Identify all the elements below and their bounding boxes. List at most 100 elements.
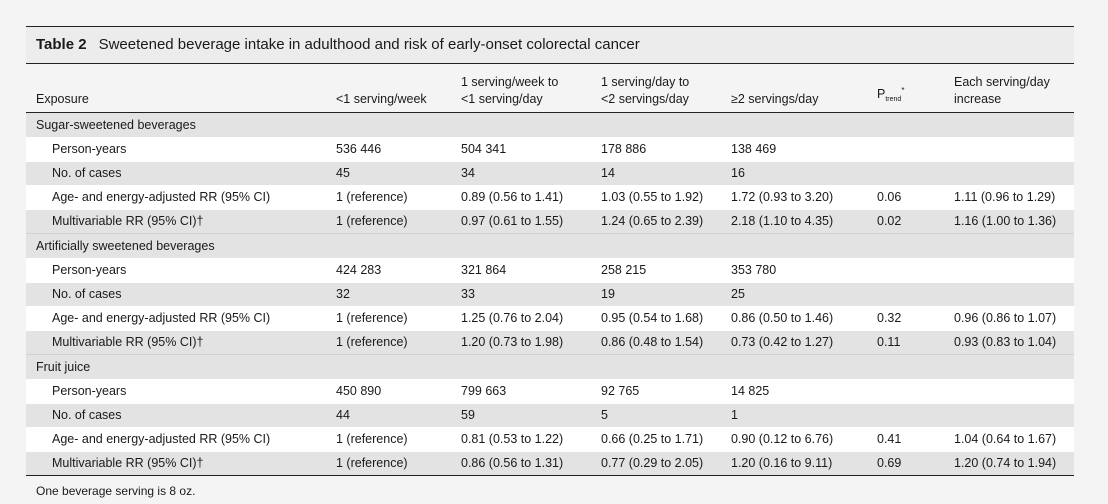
table-cell: 0.97 (0.61 to 1.55)	[461, 209, 601, 234]
table-cell: 33	[461, 282, 601, 307]
table-cell	[954, 282, 1074, 307]
table-cell	[954, 258, 1074, 283]
table-cell	[954, 137, 1074, 162]
table-cell: 1	[731, 403, 877, 428]
row-label: Person-years	[26, 258, 336, 283]
table-cell: 450 890	[336, 379, 461, 404]
table-cell	[954, 403, 1074, 428]
table-caption: Table 2 Sweetened beverage intake in adul…	[26, 26, 1074, 64]
table-cell: 0.41	[877, 427, 954, 452]
table-row: Age- and energy-adjusted RR (95% CI) 1 (r…	[26, 185, 1074, 210]
table-cell: 799 663	[461, 379, 601, 404]
table-cell: 14	[601, 161, 731, 186]
table-cell: 44	[336, 403, 461, 428]
table-cell: 536 446	[336, 137, 461, 162]
table-cell: 32	[336, 282, 461, 307]
table-cell	[954, 161, 1074, 186]
header-week-to-day: 1 serving/week to <1 serving/day	[461, 64, 601, 113]
row-label: No. of cases	[26, 403, 336, 428]
table-cell: 59	[461, 403, 601, 428]
row-label: Multivariable RR (95% CI)†	[26, 330, 336, 355]
group-header-row: Fruit juice	[26, 354, 1074, 380]
row-label: No. of cases	[26, 161, 336, 186]
table-cell	[877, 258, 954, 283]
table-cell: 0.73 (0.42 to 1.27)	[731, 330, 877, 355]
group-label: Artificially sweetened beverages	[26, 233, 1074, 259]
table-cell: 1 (reference)	[336, 330, 461, 355]
table-cell: 1.03 (0.55 to 1.92)	[601, 185, 731, 210]
table-cell: 178 886	[601, 137, 731, 162]
table-cell: 1 (reference)	[336, 427, 461, 452]
table-cell: 0.81 (0.53 to 1.22)	[461, 427, 601, 452]
table-cell	[877, 379, 954, 404]
row-label: Age- and energy-adjusted RR (95% CI)	[26, 306, 336, 331]
table-cell: 0.90 (0.12 to 6.76)	[731, 427, 877, 452]
table-cell: 1.16 (1.00 to 1.36)	[954, 209, 1074, 234]
table-cell: 424 283	[336, 258, 461, 283]
table-cell: 353 780	[731, 258, 877, 283]
row-label: No. of cases	[26, 282, 336, 307]
table-cell: 1 (reference)	[336, 209, 461, 234]
row-label: Person-years	[26, 379, 336, 404]
table-cell: 1.72 (0.93 to 3.20)	[731, 185, 877, 210]
header-each-serving: Each serving/day increase	[954, 64, 1074, 113]
table-cell: 0.86 (0.48 to 1.54)	[601, 330, 731, 355]
group-label: Fruit juice	[26, 354, 1074, 380]
table-cell: 504 341	[461, 137, 601, 162]
table-cell	[877, 282, 954, 307]
table-cell: 0.06	[877, 185, 954, 210]
table-cell: 1.11 (0.96 to 1.29)	[954, 185, 1074, 210]
table-cell: 0.77 (0.29 to 2.05)	[601, 451, 731, 476]
table-row: Multivariable RR (95% CI)† 1 (reference) 1…	[26, 330, 1074, 355]
table-row: Age- and energy-adjusted RR (95% CI) 1 (r…	[26, 306, 1074, 331]
table-cell: 45	[336, 161, 461, 186]
row-label: Age- and energy-adjusted RR (95% CI)	[26, 185, 336, 210]
header-row: Exposure <1 serving/week 1 serving/week …	[26, 64, 1074, 113]
table-row: Age- and energy-adjusted RR (95% CI) 1 (r…	[26, 427, 1074, 452]
row-label: Multivariable RR (95% CI)†	[26, 451, 336, 476]
table-row: No. of cases 45 34 14 16	[26, 161, 1074, 186]
table-cell: 1 (reference)	[336, 451, 461, 476]
table-container: Table 2 Sweetened beverage intake in adul…	[26, 26, 1074, 498]
table-cell: 1.20 (0.73 to 1.98)	[461, 330, 601, 355]
table-cell: 1.20 (0.74 to 1.94)	[954, 451, 1074, 476]
row-label: Multivariable RR (95% CI)†	[26, 209, 336, 234]
table-number: Table 2	[36, 36, 87, 53]
results-table: Exposure <1 serving/week 1 serving/week …	[26, 64, 1074, 476]
table-cell	[877, 403, 954, 428]
table-cell: 1.25 (0.76 to 2.04)	[461, 306, 601, 331]
table-cell: 1 (reference)	[336, 185, 461, 210]
row-label: Person-years	[26, 137, 336, 162]
header-ptrend: Ptrend*	[877, 64, 954, 113]
table-cell: 0.66 (0.25 to 1.71)	[601, 427, 731, 452]
group-header-row: Artificially sweetened beverages	[26, 233, 1074, 259]
table-cell	[954, 379, 1074, 404]
table-cell: 0.95 (0.54 to 1.68)	[601, 306, 731, 331]
table-cell: 258 215	[601, 258, 731, 283]
header-day-to-2day: 1 serving/day to <2 servings/day	[601, 64, 731, 113]
table-cell: 14 825	[731, 379, 877, 404]
table-cell: 0.96 (0.86 to 1.07)	[954, 306, 1074, 331]
table-cell: 19	[601, 282, 731, 307]
table-cell: 2.18 (1.10 to 4.35)	[731, 209, 877, 234]
table-cell: 5	[601, 403, 731, 428]
table-row: Person-years 424 283 321 864 258 215 353 780	[26, 258, 1074, 283]
table-cell: 138 469	[731, 137, 877, 162]
table-cell: 0.11	[877, 330, 954, 355]
table-cell: 16	[731, 161, 877, 186]
table-cell	[877, 137, 954, 162]
table-cell: 34	[461, 161, 601, 186]
table-cell: 1.20 (0.16 to 9.11)	[731, 451, 877, 476]
table-cell: 0.93 (0.83 to 1.04)	[954, 330, 1074, 355]
table-footnote: One beverage serving is 8 oz.	[36, 484, 196, 498]
table-cell: 321 864	[461, 258, 601, 283]
table-body: Sugar-sweetened beverages Person-years 536…	[26, 112, 1074, 476]
table-row: Person-years 450 890 799 663 92 765 14 825	[26, 379, 1074, 404]
table-cell: 1.04 (0.64 to 1.67)	[954, 427, 1074, 452]
table-row: No. of cases 44 59 5 1	[26, 403, 1074, 428]
group-header-row: Sugar-sweetened beverages	[26, 112, 1074, 138]
table-cell: 92 765	[601, 379, 731, 404]
table-cell: 25	[731, 282, 877, 307]
table-cell: 0.69	[877, 451, 954, 476]
table-row: Person-years 536 446 504 341 178 886 138 469	[26, 137, 1074, 162]
